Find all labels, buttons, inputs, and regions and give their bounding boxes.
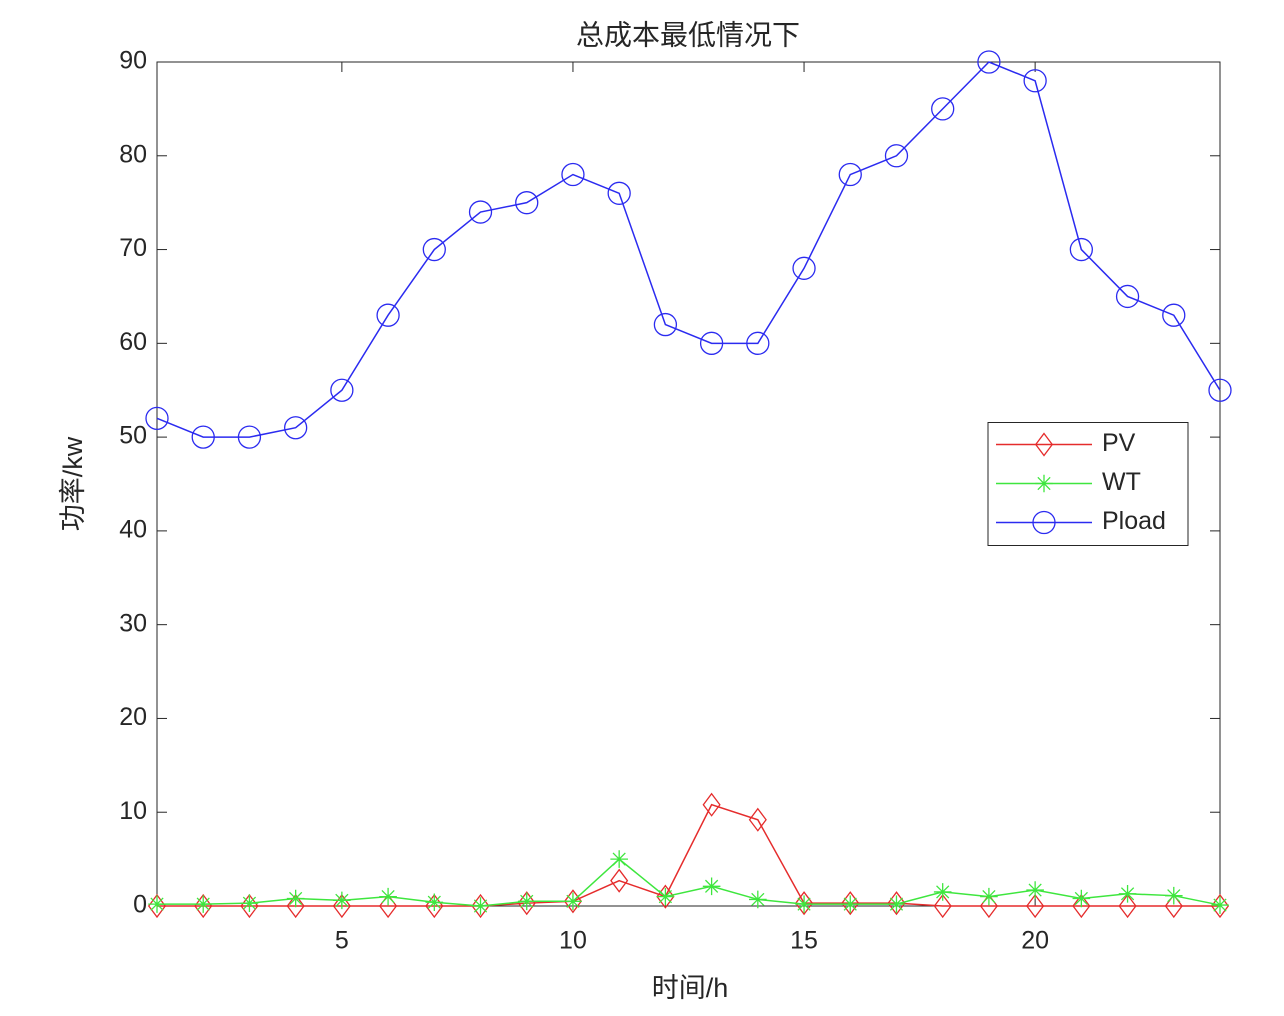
marker xyxy=(933,883,952,901)
y-tick-label: 30 xyxy=(119,609,147,637)
y-tick-label: 70 xyxy=(119,234,147,262)
marker xyxy=(933,893,952,919)
marker xyxy=(1118,885,1137,903)
marker xyxy=(240,894,259,912)
y-tick-label: 60 xyxy=(119,328,147,356)
legend-marker xyxy=(1035,474,1053,493)
legend-label: PV xyxy=(1102,429,1136,457)
marker xyxy=(746,331,770,355)
marker xyxy=(1162,303,1186,327)
marker xyxy=(1072,893,1091,919)
marker xyxy=(564,892,582,911)
marker xyxy=(610,850,628,868)
marker xyxy=(653,312,678,337)
marker xyxy=(194,893,213,919)
legend-marker xyxy=(1034,432,1054,457)
y-tick-label: 0 xyxy=(133,891,147,919)
marker xyxy=(931,97,955,121)
y-tick-label: 90 xyxy=(119,47,147,75)
marker xyxy=(610,868,629,893)
legend-label: WT xyxy=(1102,468,1141,496)
marker xyxy=(425,893,444,912)
marker xyxy=(517,891,536,916)
y-tick-label: 10 xyxy=(119,797,147,825)
marker xyxy=(1026,881,1044,899)
marker xyxy=(284,416,308,440)
marker xyxy=(702,792,721,817)
marker xyxy=(561,162,585,187)
marker xyxy=(1026,893,1045,919)
marker xyxy=(1211,896,1229,914)
marker xyxy=(792,256,816,280)
marker xyxy=(379,887,397,906)
x-tick-label: 5 xyxy=(335,927,349,955)
marker xyxy=(749,890,767,909)
marker xyxy=(237,425,262,449)
marker xyxy=(607,181,631,205)
marker xyxy=(1072,889,1091,908)
marker xyxy=(795,895,813,913)
marker xyxy=(330,378,354,402)
marker xyxy=(884,144,909,168)
marker xyxy=(1115,284,1140,309)
marker xyxy=(471,893,490,919)
marker xyxy=(1164,886,1183,905)
legend-marker xyxy=(1032,510,1056,535)
marker xyxy=(422,237,446,262)
marker xyxy=(980,887,998,906)
x-axis-label: 时间/h xyxy=(652,973,729,1003)
x-tick-label: 10 xyxy=(559,927,587,955)
marker xyxy=(1118,893,1137,919)
y-tick-label: 50 xyxy=(119,422,147,450)
marker xyxy=(887,895,906,913)
marker xyxy=(841,895,860,913)
marker xyxy=(145,406,169,431)
chart-title: 总成本最低情况下 xyxy=(576,19,800,50)
marker xyxy=(656,887,675,906)
marker xyxy=(148,895,166,913)
marker xyxy=(517,892,536,911)
marker xyxy=(1069,237,1093,262)
marker xyxy=(702,877,721,896)
marker xyxy=(1023,69,1047,93)
marker xyxy=(977,50,1001,74)
marker xyxy=(748,807,767,832)
y-tick-label: 40 xyxy=(119,515,147,543)
marker xyxy=(191,425,215,449)
marker xyxy=(376,303,400,327)
marker xyxy=(838,162,862,187)
marker xyxy=(468,200,493,224)
marker xyxy=(1208,378,1232,402)
marker xyxy=(332,893,351,919)
y-tick-label: 80 xyxy=(119,140,147,168)
marker xyxy=(1210,893,1230,919)
series-line xyxy=(156,61,1221,438)
marker xyxy=(1164,893,1183,919)
x-tick-label: 15 xyxy=(790,927,818,955)
marker xyxy=(471,897,490,915)
marker xyxy=(286,889,305,908)
y-tick-label: 20 xyxy=(119,703,147,731)
marker xyxy=(286,893,305,919)
legend-label: Pload xyxy=(1102,507,1166,535)
y-axis-label: 功率/kw xyxy=(58,436,88,531)
x-tick-label: 20 xyxy=(1021,927,1049,955)
marker xyxy=(699,331,724,355)
marker xyxy=(147,893,167,919)
marker xyxy=(563,889,583,914)
marker xyxy=(333,891,351,910)
marker xyxy=(194,895,213,913)
marker xyxy=(515,191,539,215)
